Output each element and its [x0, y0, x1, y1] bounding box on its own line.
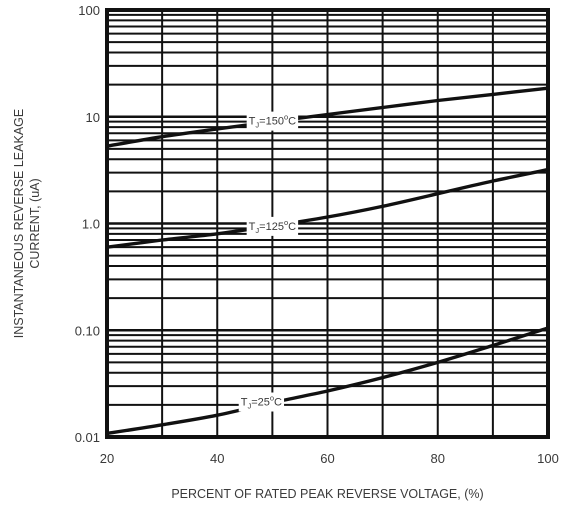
- x-tick-label: 20: [100, 451, 114, 466]
- curve-series-2: [105, 326, 550, 436]
- curve-label-text: TJ=125oC: [249, 218, 296, 235]
- x-tick-label: 40: [210, 451, 224, 466]
- curve-label-text: TJ=150oC: [249, 113, 296, 130]
- x-tick-label: 100: [537, 451, 559, 466]
- curve-label-2: TJ=25oC: [238, 392, 285, 412]
- curve-label-bg: [238, 392, 285, 412]
- y-tick-labels: 0.01 0.10 1.0 10 100: [75, 3, 100, 445]
- curve-label-text: TJ=25oC: [241, 394, 282, 411]
- curve-label-bg: [246, 216, 299, 236]
- y-tick-label: 100: [78, 3, 100, 18]
- curve-label-0: TJ=150oC: [246, 111, 299, 131]
- y-axis-title-line-2: CURRENT, (uA): [28, 178, 42, 268]
- y-tick-label: 1.0: [82, 217, 100, 232]
- x-tick-label: 60: [320, 451, 334, 466]
- y-axis-title: INSTANTANEOUS REVERSE LEAKAGE CURRENT, (…: [12, 109, 42, 338]
- curves: [105, 86, 550, 436]
- plot-frame: [105, 8, 550, 439]
- x-axis-title: PERCENT OF RATED PEAK REVERSE VOLTAGE, (…: [171, 487, 483, 501]
- grid-lines: [107, 10, 548, 437]
- y-tick-label: 0.01: [75, 430, 100, 445]
- y-axis-title-line-1: INSTANTANEOUS REVERSE LEAKAGE: [12, 109, 26, 338]
- x-tick-label: 80: [431, 451, 445, 466]
- curve-label-bg: [246, 111, 299, 131]
- curve-labels: TJ=150oC TJ=125oC TJ=25oC: [238, 111, 299, 412]
- y-tick-label: 0.10: [75, 323, 100, 338]
- curve-series-1: [105, 167, 550, 249]
- x-tick-labels: 20 40 60 80 100: [100, 451, 559, 466]
- y-tick-label: 10: [86, 110, 100, 125]
- curve-label-1: TJ=125oC: [246, 216, 299, 236]
- curve-series-0: [105, 86, 550, 148]
